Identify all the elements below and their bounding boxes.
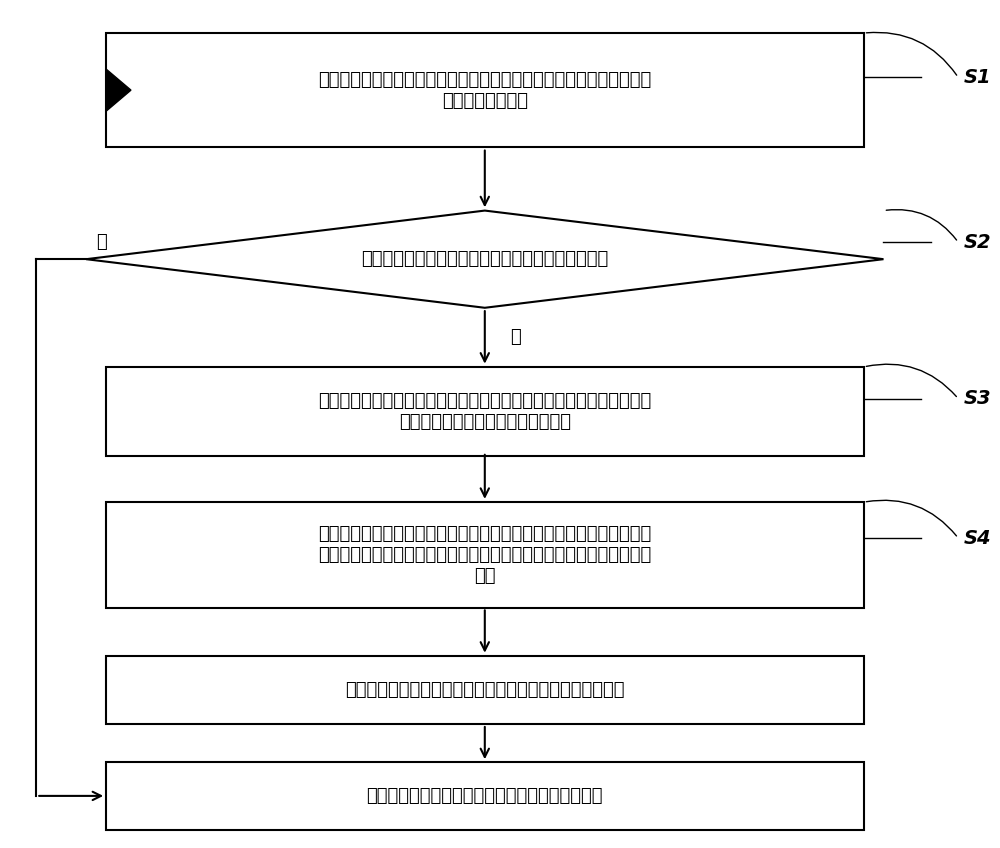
Text: 所述计算机向所述执行机构发送控制指令，通过所述执行机构控制所述
水质调整设备的运行状态，进而调整被处理的所述污水的实际污水水质
参数: 所述计算机向所述执行机构发送控制指令，通过所述执行机构控制所述 水质调整设备的运…: [318, 525, 651, 585]
FancyBboxPatch shape: [106, 367, 864, 455]
FancyBboxPatch shape: [106, 656, 864, 724]
Text: 所述计算机选择与所述污水水质参数对应的所述控制模型，所述控制模
型进行控制参数计算，得到控制指令: 所述计算机选择与所述污水水质参数对应的所述控制模型，所述控制模 型进行控制参数计…: [318, 392, 651, 431]
FancyBboxPatch shape: [106, 762, 864, 829]
Text: 在对污水进行处理的过程中，所述计算机接收所述水质在线监测仪表上
传的污水水质参数: 在对污水进行处理的过程中，所述计算机接收所述水质在线监测仪表上 传的污水水质参数: [318, 70, 651, 109]
Text: S1: S1: [963, 68, 991, 87]
Text: 所述计算机判断所述污水水质参数是否在设定区间内: 所述计算机判断所述污水水质参数是否在设定区间内: [361, 250, 608, 268]
Polygon shape: [106, 69, 131, 111]
Text: S3: S3: [963, 389, 991, 408]
Text: 是: 是: [510, 328, 520, 346]
Text: 否: 否: [96, 232, 107, 251]
Text: 所述污水的实际污水水质参数不断趋向于理论污水水质参数: 所述污水的实际污水水质参数不断趋向于理论污水水质参数: [345, 681, 625, 700]
Text: S2: S2: [963, 233, 991, 252]
Text: S4: S4: [963, 528, 991, 548]
Text: 所述污水水质参数为无效数据，直接发出报警信号: 所述污水水质参数为无效数据，直接发出报警信号: [367, 787, 603, 805]
Polygon shape: [86, 210, 883, 308]
FancyBboxPatch shape: [106, 33, 864, 148]
FancyBboxPatch shape: [106, 502, 864, 608]
